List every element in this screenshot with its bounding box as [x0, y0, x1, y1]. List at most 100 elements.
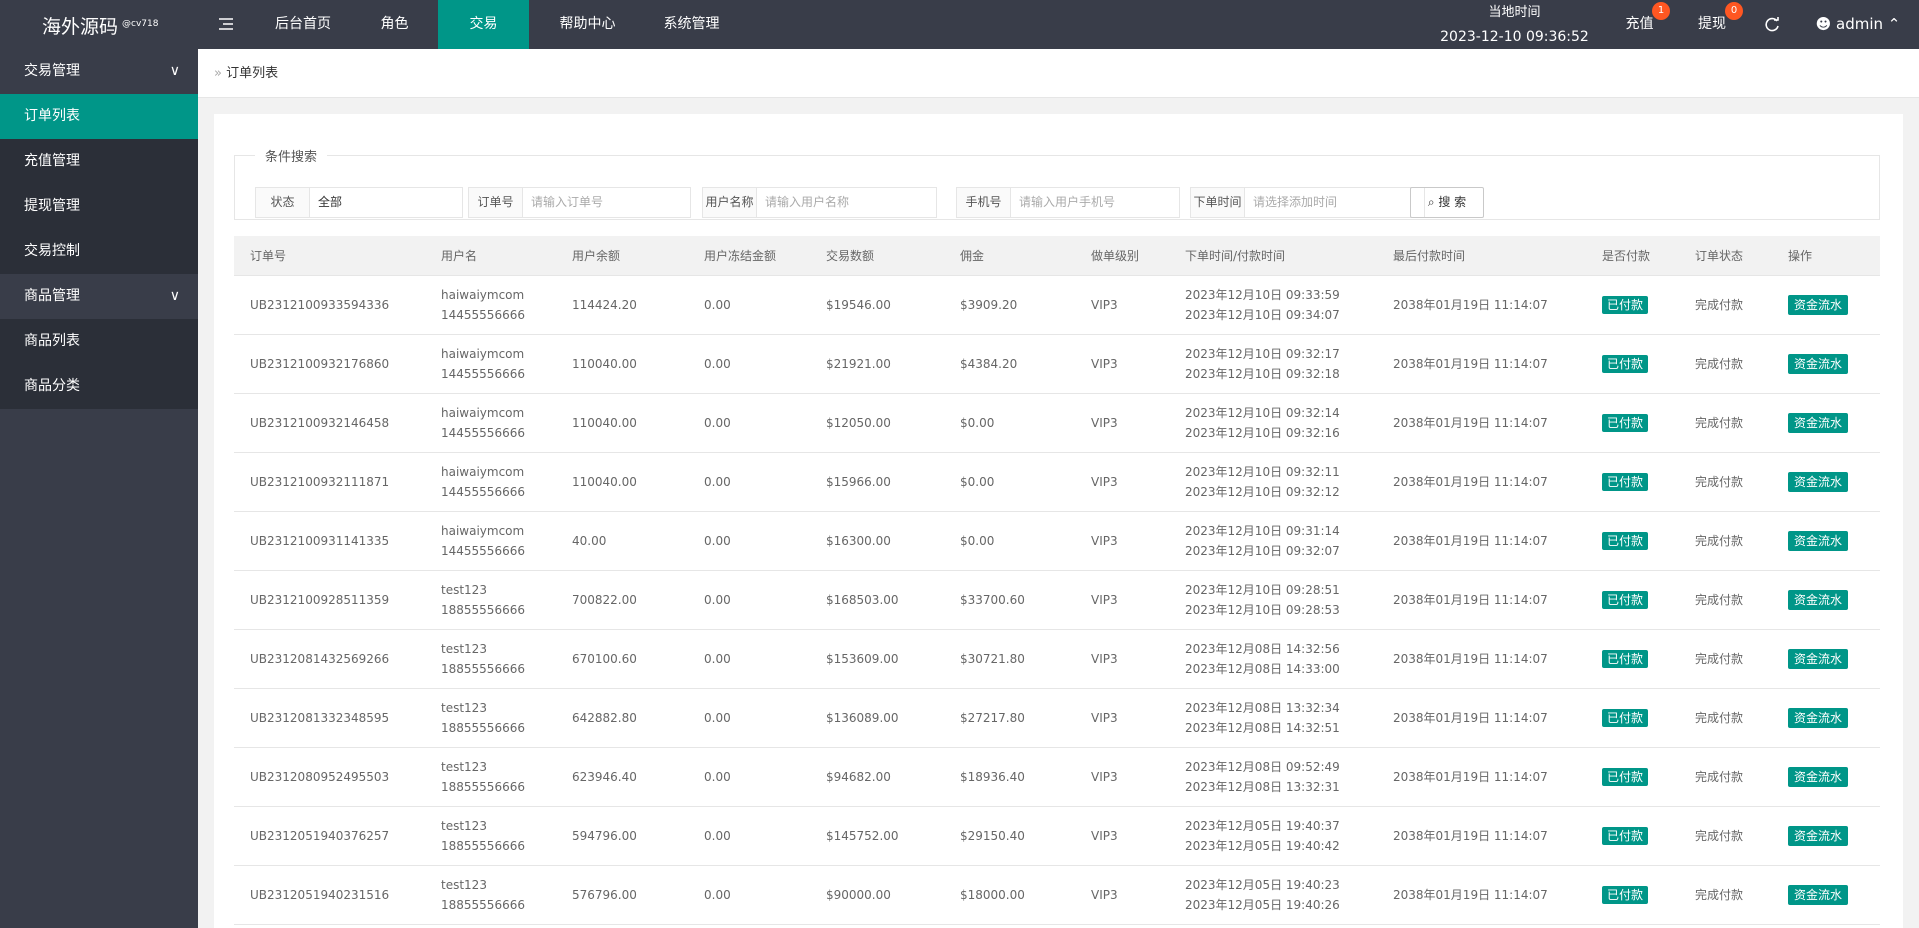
table-cell: 2023年12月10日 09:32:17 2023年12月10日 09:32:18	[1169, 334, 1377, 394]
action-button[interactable]: 资金流水	[1788, 412, 1849, 433]
table-cell: 2038年01月19日 11:14:07	[1377, 865, 1586, 925]
column-header: 佣金	[944, 236, 1075, 276]
cell-line: 2023年12月10日 09:32:16	[1185, 425, 1340, 440]
table-row: UB2312081332348595 test123 18855556666 6428…	[234, 688, 1880, 748]
nav-item[interactable]: 系统管理	[663, 16, 720, 32]
table-cell: 0.00	[688, 806, 810, 866]
badge: 0	[1725, 2, 1743, 20]
table-cell: 2038年01月19日 11:14:07	[1377, 806, 1586, 866]
cell-line: test123	[441, 700, 487, 715]
search-field[interactable]: 用户名称 请输入用户名称	[702, 187, 937, 218]
cell-line: 18855556666	[441, 602, 525, 617]
action-button[interactable]: 资金流水	[1788, 471, 1849, 492]
table-cell: 2038年01月19日 11:14:07	[1377, 629, 1586, 689]
table-cell: 2023年12月10日 09:31:14 2023年12月10日 09:32:07	[1169, 511, 1377, 571]
nav-item[interactable]: 交易	[438, 0, 529, 49]
user-menu[interactable]: ☻ admin ⌃	[1815, 15, 1901, 33]
table-cell: 资金流水	[1772, 865, 1880, 925]
action-button[interactable]: 资金流水	[1788, 707, 1849, 728]
cell-line: haiwaiymcom	[441, 464, 525, 479]
menu-item[interactable]: 订单列表	[0, 94, 198, 139]
table-cell: 完成付款	[1679, 806, 1772, 866]
menu-item[interactable]: 商品分类	[0, 364, 198, 409]
search-field[interactable]: 手机号 请输入用户手机号	[956, 187, 1180, 218]
action-button[interactable]: 资金流水	[1788, 589, 1849, 610]
withdraw[interactable]: 提现 0	[1676, 0, 1748, 49]
field-label: 订单号	[469, 188, 523, 217]
search-button-text: 搜 索	[1438, 195, 1467, 209]
table-cell: 2038年01月19日 11:14:07	[1377, 570, 1586, 630]
cell-line: 14455556666	[441, 484, 525, 499]
table-cell: 0.00	[688, 275, 810, 335]
table-cell: VIP3	[1075, 511, 1169, 571]
table-row: UB2312051940376257 test123 18855556666 5947…	[234, 806, 1880, 866]
menu-group[interactable]: 商品管理 ∨	[0, 274, 198, 319]
table-cell: 0.00	[688, 629, 810, 689]
paid-tag: 已付款	[1602, 590, 1649, 609]
cell-line: 2023年12月10日 09:32:18	[1185, 366, 1340, 381]
table-cell: UB2312081332348595	[234, 688, 425, 748]
nav-item[interactable]: 角色	[380, 16, 409, 32]
table-cell: $16300.00	[810, 511, 944, 571]
menu-toggle[interactable]	[218, 17, 234, 31]
search-field[interactable]: 订单号 请输入订单号	[468, 187, 691, 218]
menu-item[interactable]: 充值管理	[0, 139, 198, 184]
cell-line: 18855556666	[441, 661, 525, 676]
cell-line: 14455556666	[441, 366, 525, 381]
table-cell: 资金流水	[1772, 511, 1880, 571]
action-button[interactable]: 资金流水	[1788, 648, 1849, 669]
menu-item[interactable]: 商品列表	[0, 319, 198, 364]
nav-item[interactable]: 后台首页	[275, 16, 331, 32]
table-cell: 完成付款	[1679, 393, 1772, 453]
table-cell: $136089.00	[810, 688, 944, 748]
recharge[interactable]: 充值 1	[1603, 0, 1676, 49]
column-header: 下单时间/付款时间	[1169, 236, 1377, 276]
search-button[interactable]: ⌕ 搜 索	[1410, 187, 1484, 218]
table-cell: 0.00	[688, 393, 810, 453]
table-cell: 完成付款	[1679, 570, 1772, 630]
field-value: 全部	[318, 195, 343, 209]
menu-item[interactable]: 提现管理	[0, 184, 198, 229]
search-field[interactable]: 状态 全部	[255, 187, 463, 218]
table-cell: 2038年01月19日 11:14:07	[1377, 275, 1586, 335]
table-row: UB2312100933594336 haiwaiymcom 14455556666…	[234, 275, 1880, 335]
chevron: ∨	[169, 288, 180, 304]
paid-tag: 已付款	[1602, 531, 1649, 550]
clock: 当地时间 2023-12-10 09:36:52	[1426, 0, 1603, 49]
action-button[interactable]: 资金流水	[1788, 530, 1849, 551]
table-cell: test123 18855556666	[425, 865, 556, 925]
field-label: 状态	[256, 188, 310, 217]
menu-group-title: 交易管理	[24, 63, 80, 79]
logo-text: 海外源码	[42, 16, 119, 38]
nav-item[interactable]: 帮助中心	[559, 16, 616, 32]
menu-item[interactable]: 交易控制	[0, 229, 198, 274]
table-cell: UB2312100931141335	[234, 511, 425, 571]
table-cell: 642882.80	[556, 688, 688, 748]
action-button[interactable]: 资金流水	[1788, 766, 1849, 787]
table-cell: $168503.00	[810, 570, 944, 630]
cell-line: 2023年12月08日 13:32:31	[1185, 779, 1340, 794]
field-label: 用户名称	[703, 188, 757, 217]
table-row: UB2312080952495503 test123 18855556666 6239…	[234, 747, 1880, 807]
table-cell: 2023年12月08日 14:32:56 2023年12月08日 14:33:00	[1169, 629, 1377, 689]
search-field[interactable]: 下单时间 请选择添加时间	[1190, 187, 1425, 218]
table-row: UB2312081432569266 test123 18855556666 6701…	[234, 629, 1880, 689]
cell-line: test123	[441, 759, 487, 774]
action-button[interactable]: 资金流水	[1788, 353, 1849, 374]
cell-line: 2023年12月10日 09:28:53	[1185, 602, 1340, 617]
cell-line: 18855556666	[441, 838, 525, 853]
table-cell: 40.00	[556, 511, 688, 571]
action-button[interactable]: 资金流水	[1788, 884, 1849, 905]
menu-group[interactable]: 交易管理 ∨	[0, 49, 198, 94]
table-cell: UB2312080952495503	[234, 747, 425, 807]
action-button[interactable]: 资金流水	[1788, 825, 1849, 846]
cell-line: 2023年12月08日 14:32:56	[1185, 641, 1340, 656]
table-cell: 完成付款	[1679, 275, 1772, 335]
table-cell: $3909.20	[944, 275, 1075, 335]
cell-line: 18855556666	[441, 897, 525, 912]
action-button[interactable]: 资金流水	[1788, 294, 1849, 315]
cell-line: 2023年12月05日 19:40:42	[1185, 838, 1340, 853]
table-cell: haiwaiymcom 14455556666	[425, 275, 556, 335]
column-header: 做单级别	[1075, 236, 1169, 276]
refresh[interactable]	[1765, 17, 1780, 32]
